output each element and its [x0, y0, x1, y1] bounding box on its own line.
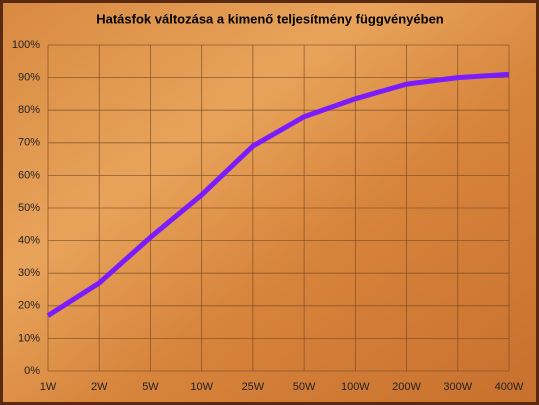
x-tick-label: 400W	[495, 381, 524, 393]
x-tick-label: 5W	[142, 381, 159, 393]
y-tick-label: 40%	[18, 235, 40, 247]
y-tick-label: 80%	[18, 104, 40, 116]
y-tick-label: 60%	[18, 169, 40, 181]
y-tick-label: 20%	[18, 300, 40, 312]
background	[3, 3, 536, 402]
chart-title: Hatásfok változása a kimenő teljesítmény…	[96, 11, 444, 26]
x-tick-label: 200W	[392, 381, 421, 393]
y-tick-label: 50%	[18, 202, 40, 214]
x-tick-label: 25W	[242, 381, 265, 393]
y-tick-label: 0%	[24, 365, 40, 377]
x-tick-label: 2W	[91, 381, 108, 393]
x-tick-label: 300W	[443, 381, 472, 393]
y-tick-label: 10%	[18, 332, 40, 344]
x-tick-label: 10W	[190, 381, 213, 393]
line	[46, 71, 510, 318]
x-tick-label: 100W	[341, 381, 370, 393]
y-tick-label: 90%	[18, 72, 40, 84]
y-tick-label: 70%	[18, 137, 40, 149]
x-tick-label: 1W	[40, 381, 57, 393]
x-tick-label: 50W	[293, 381, 316, 393]
y-tick-label: 100%	[12, 39, 40, 51]
y-tick-label: 30%	[18, 267, 40, 279]
